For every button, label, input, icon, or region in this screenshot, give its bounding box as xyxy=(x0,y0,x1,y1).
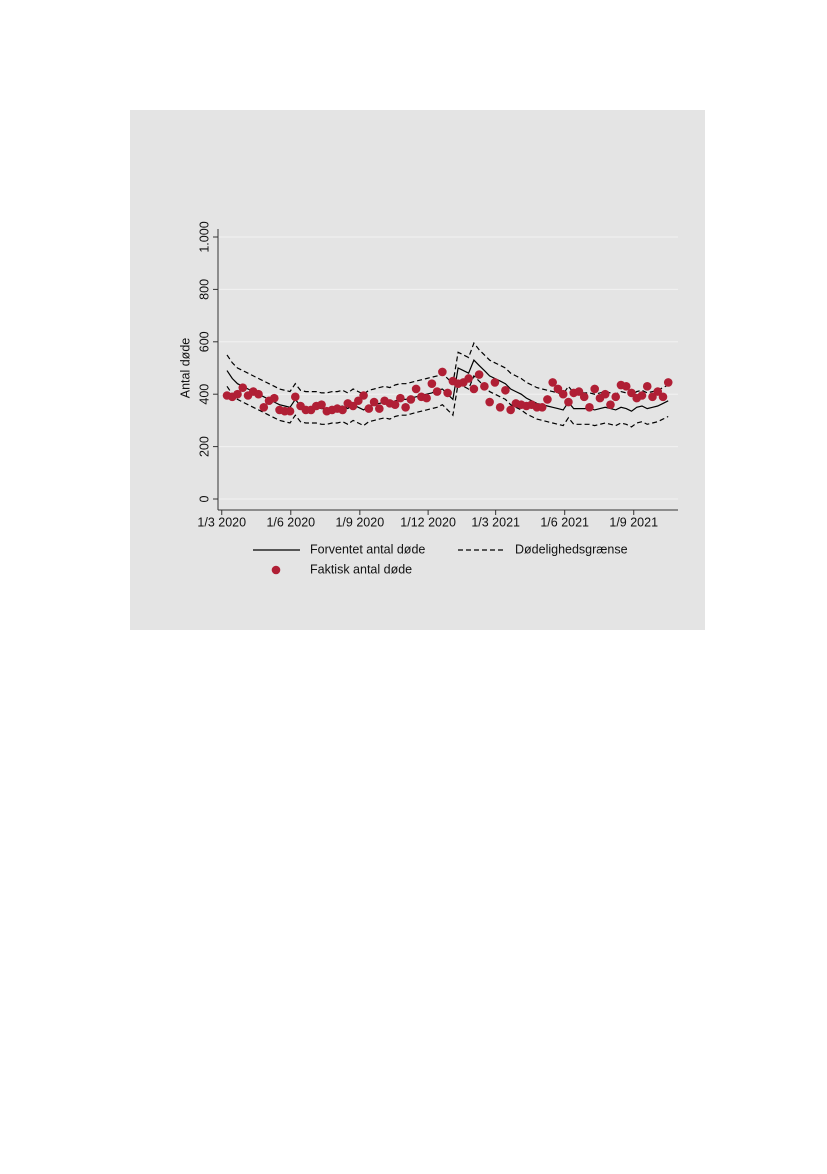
legend-label: Dødelighedsgrænse xyxy=(515,542,628,556)
data-point xyxy=(658,392,668,402)
data-point xyxy=(432,387,442,396)
data-point xyxy=(233,389,242,399)
data-point xyxy=(317,400,326,409)
x-tick-label: 1/6 2020 xyxy=(266,515,315,529)
data-point xyxy=(354,396,363,406)
data-point xyxy=(590,384,600,394)
data-point xyxy=(259,403,269,412)
data-point xyxy=(438,367,447,377)
data-point xyxy=(564,397,573,407)
data-point xyxy=(254,389,263,399)
data-point xyxy=(558,389,568,399)
data-point xyxy=(411,384,421,394)
data-point xyxy=(637,391,647,400)
x-tick-label: 1/9 2020 xyxy=(335,515,384,529)
y-tick-label: 200 xyxy=(197,436,211,457)
data-point xyxy=(553,384,563,394)
data-point xyxy=(406,395,416,404)
legend-marker xyxy=(271,565,281,575)
data-point xyxy=(611,392,621,402)
data-point xyxy=(485,397,494,407)
data-point xyxy=(269,393,279,403)
data-point xyxy=(495,403,505,412)
data-point xyxy=(653,387,663,396)
data-point xyxy=(543,395,552,404)
data-point xyxy=(648,392,657,402)
data-point xyxy=(606,400,615,409)
data-point xyxy=(369,397,379,407)
data-point xyxy=(396,393,405,403)
x-tick-label: 1/3 2020 xyxy=(197,515,246,529)
data-point xyxy=(401,403,410,412)
data-point xyxy=(621,382,631,391)
y-tick-label: 1.000 xyxy=(197,221,211,252)
data-point xyxy=(579,392,589,402)
x-tick-label: 1/6 2021 xyxy=(540,515,589,529)
data-point xyxy=(585,403,594,412)
data-point xyxy=(548,378,557,387)
data-point xyxy=(574,387,584,396)
data-point xyxy=(375,404,384,413)
data-point xyxy=(642,382,652,391)
data-point xyxy=(600,389,610,399)
data-point xyxy=(627,388,636,398)
data-point xyxy=(469,384,479,394)
data-point xyxy=(348,401,358,411)
x-tick-label: 1/3 2021 xyxy=(471,515,520,529)
data-point xyxy=(359,391,368,400)
data-point xyxy=(501,385,510,395)
y-axis-label: Antal døde xyxy=(178,338,192,399)
data-point xyxy=(663,378,673,387)
data-point xyxy=(238,383,248,392)
data-point xyxy=(390,400,400,409)
y-tick-label: 400 xyxy=(197,384,211,405)
band-upper xyxy=(226,341,669,397)
data-point xyxy=(506,405,515,415)
y-tick-label: 0 xyxy=(197,495,211,502)
data-point xyxy=(364,404,374,413)
data-point xyxy=(464,374,473,383)
data-point xyxy=(443,388,452,398)
y-tick-label: 800 xyxy=(197,279,211,300)
x-tick-label: 1/9 2021 xyxy=(609,515,658,529)
data-point xyxy=(290,392,300,402)
legend-label: Faktisk antal døde xyxy=(310,562,412,576)
data-point xyxy=(490,378,500,387)
data-point xyxy=(537,403,547,412)
x-tick-label: 1/12 2020 xyxy=(400,515,456,529)
data-point xyxy=(422,393,431,403)
data-point xyxy=(338,405,347,415)
data-point xyxy=(427,379,437,389)
legend-label: Forventet antal døde xyxy=(310,542,425,556)
y-tick-label: 600 xyxy=(197,331,211,352)
band-lower xyxy=(226,374,669,428)
data-point xyxy=(285,406,295,416)
data-point xyxy=(480,382,489,391)
chart-panel xyxy=(130,110,705,630)
data-point xyxy=(474,370,484,379)
